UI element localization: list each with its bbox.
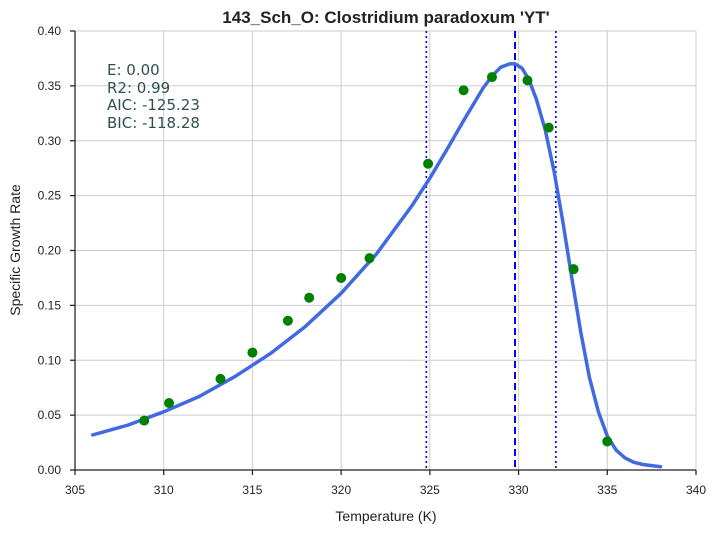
data-point (602, 436, 613, 447)
y-tick-label: 0.20 (38, 244, 62, 258)
data-point (336, 272, 347, 283)
data-point (423, 158, 434, 169)
data-point (364, 253, 375, 264)
stat-bic: BIC: -118.28 (107, 114, 200, 132)
stat-e: E: 0.00 (107, 61, 160, 79)
x-tick-label: 315 (242, 483, 262, 497)
stat-r2: R2: 0.99 (107, 79, 170, 97)
temperature-marker-lines (425, 31, 557, 470)
y-tick-label: 0.00 (38, 463, 62, 477)
x-tick-label: 325 (420, 483, 440, 497)
data-point (164, 398, 175, 409)
x-tick-label: 310 (154, 483, 174, 497)
y-tick-label: 0.10 (38, 353, 62, 367)
x-tick-label: 305 (65, 483, 85, 497)
data-point (304, 292, 315, 303)
data-point (486, 72, 497, 83)
chart-title: 143_Sch_O: Clostridium paradoxum 'YT' (222, 8, 549, 27)
y-tick-label: 0.15 (38, 298, 62, 312)
y-tick-label: 0.30 (38, 134, 62, 148)
data-point (282, 315, 293, 326)
stat-aic: AIC: -125.23 (107, 96, 200, 114)
fit-statistics: E: 0.00 R2: 0.99 AIC: -125.23 BIC: -118.… (107, 61, 200, 132)
x-tick-label: 340 (686, 483, 706, 497)
x-tick-label: 320 (331, 483, 351, 497)
axes (70, 30, 697, 475)
y-tick-label: 0.05 (38, 408, 62, 422)
y-tick-label: 0.40 (38, 24, 62, 38)
x-tick-label: 330 (509, 483, 529, 497)
data-point (215, 373, 226, 384)
x-axis-label: Temperature (K) (335, 508, 436, 524)
data-point (458, 85, 469, 96)
y-axis-label: Specific Growth Rate (7, 184, 23, 316)
grid-lines (75, 30, 697, 470)
data-point (247, 347, 258, 358)
data-point (568, 264, 579, 275)
x-tick-label: 335 (597, 483, 617, 497)
data-point (543, 122, 554, 133)
y-tick-label: 0.35 (38, 79, 62, 93)
data-point (522, 75, 533, 86)
data-point (139, 415, 150, 426)
data-points (139, 72, 613, 447)
y-tick-label: 0.25 (38, 189, 62, 203)
tick-labels: 305 310 315 320 325 330 335 340 0.00 0.05 0.10 0.15… (38, 24, 707, 497)
